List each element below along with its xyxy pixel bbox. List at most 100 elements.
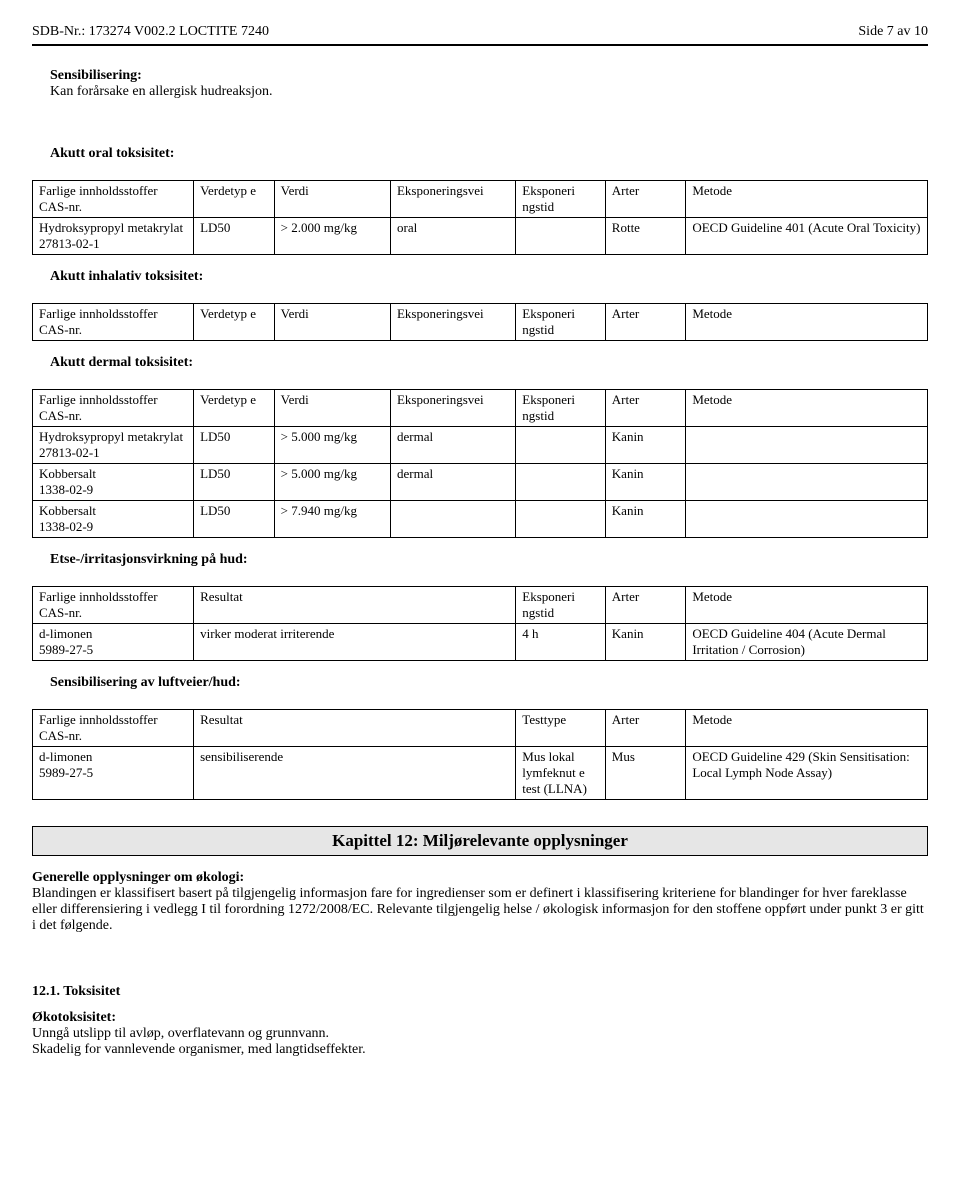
table-header-cell: Arter: [605, 390, 686, 427]
table-cell: [686, 501, 928, 538]
table-header-cell: Arter: [605, 304, 686, 341]
table-cell: [686, 427, 928, 464]
oral-table: Farlige innholdsstoffer CAS-nr.Verdetyp …: [32, 180, 928, 255]
table-cell: [516, 501, 606, 538]
table-cell: > 5.000 mg/kg: [274, 427, 390, 464]
table-header-cell: Metode: [686, 390, 928, 427]
dermal-title: Akutt dermal toksisitet:: [50, 355, 928, 371]
table-cell: dermal: [390, 464, 515, 501]
table-cell: OECD Guideline 404 (Acute Dermal Irritat…: [686, 624, 928, 661]
etse-table: Farlige innholdsstoffer CAS-nr.ResultatE…: [32, 586, 928, 661]
table-cell: LD50: [194, 427, 275, 464]
table-cell: d-limonen5989-27-5: [33, 624, 194, 661]
table-header-cell: Verdetyp e: [194, 181, 275, 218]
dermal-block: Akutt dermal toksisitet:: [50, 355, 928, 371]
table-header-cell: Eksponeringsvei: [390, 390, 515, 427]
general-eco-title: Generelle opplysninger om økologi:: [32, 870, 928, 886]
inhalativ-table: Farlige innholdsstoffer CAS-nr.Verdetyp …: [32, 303, 928, 341]
table-cell: Mus lokal lymfeknut e test (LLNA): [516, 747, 606, 800]
etse-block: Etse-/irritasjonsvirkning på hud:: [50, 552, 928, 568]
table-header-cell: Farlige innholdsstoffer CAS-nr.: [33, 710, 194, 747]
table-header-cell: Farlige innholdsstoffer CAS-nr.: [33, 390, 194, 427]
table-cell: > 2.000 mg/kg: [274, 218, 390, 255]
table-cell: virker moderat irriterende: [194, 624, 516, 661]
table-header-cell: Verdi: [274, 390, 390, 427]
table-cell: Mus: [605, 747, 686, 800]
eco-title: Økotoksisitet:: [32, 1010, 928, 1026]
table-header-cell: Arter: [605, 587, 686, 624]
table-header-cell: Metode: [686, 587, 928, 624]
table-cell: [686, 464, 928, 501]
table-cell: oral: [390, 218, 515, 255]
chapter12-title: Kapittel 12: Miljørelevante opplysninger: [32, 826, 928, 856]
table-header-cell: Eksponeri ngstid: [516, 304, 606, 341]
table-header-cell: Metode: [686, 710, 928, 747]
table-cell: Hydroksypropyl metakrylat27813-02-1: [33, 218, 194, 255]
sens-block: Sensibilisering av luftveier/hud:: [50, 675, 928, 691]
table-cell: > 7.940 mg/kg: [274, 501, 390, 538]
header-rule: [32, 44, 928, 46]
eco-line1: Unngå utslipp til avløp, overflatevann o…: [32, 1026, 928, 1042]
sensibilisering-title: Sensibilisering:: [50, 68, 928, 84]
table-header-cell: Verdi: [274, 181, 390, 218]
header-left: SDB-Nr.: 173274 V002.2 LOCTITE 7240: [32, 24, 269, 40]
table-header-cell: Verdi: [274, 304, 390, 341]
table-cell: OECD Guideline 429 (Skin Sensitisation: …: [686, 747, 928, 800]
table-header-cell: Eksponeri ngstid: [516, 181, 606, 218]
table-header-cell: Farlige innholdsstoffer CAS-nr.: [33, 304, 194, 341]
table-row: Kobbersalt1338-02-9LD50> 5.000 mg/kgderm…: [33, 464, 928, 501]
table-header-cell: Metode: [686, 181, 928, 218]
sensibilisering-block: Sensibilisering: Kan forårsake en allerg…: [50, 68, 928, 100]
table-header-cell: Resultat: [194, 710, 516, 747]
table-cell: LD50: [194, 464, 275, 501]
table-header-cell: Arter: [605, 181, 686, 218]
table-header-cell: Verdetyp e: [194, 304, 275, 341]
table-cell: [516, 427, 606, 464]
table-header-cell: Farlige innholdsstoffer CAS-nr.: [33, 181, 194, 218]
table-header-cell: Eksponeri ngstid: [516, 390, 606, 427]
table-cell: Kobbersalt1338-02-9: [33, 464, 194, 501]
table-header-cell: Testtype: [516, 710, 606, 747]
page-header: SDB-Nr.: 173274 V002.2 LOCTITE 7240 Side…: [32, 24, 928, 40]
table-cell: sensibiliserende: [194, 747, 516, 800]
table-header-cell: Arter: [605, 710, 686, 747]
table-cell: [390, 501, 515, 538]
table-header-cell: Eksponeringsvei: [390, 181, 515, 218]
table-cell: d-limonen5989-27-5: [33, 747, 194, 800]
table-cell: dermal: [390, 427, 515, 464]
etse-title: Etse-/irritasjonsvirkning på hud:: [50, 552, 928, 568]
table-row: Hydroksypropyl metakrylat27813-02-1LD50>…: [33, 218, 928, 255]
sensibilisering-text: Kan forårsake en allergisk hudreaksjon.: [50, 84, 928, 100]
table-cell: LD50: [194, 501, 275, 538]
table-header-cell: Eksponeringsvei: [390, 304, 515, 341]
table-header-cell: Farlige innholdsstoffer CAS-nr.: [33, 587, 194, 624]
eco-line2: Skadelig for vannlevende organismer, med…: [32, 1042, 928, 1058]
table-cell: Rotte: [605, 218, 686, 255]
table-cell: LD50: [194, 218, 275, 255]
table-cell: OECD Guideline 401 (Acute Oral Toxicity): [686, 218, 928, 255]
table-cell: > 5.000 mg/kg: [274, 464, 390, 501]
sens-title: Sensibilisering av luftveier/hud:: [50, 675, 928, 691]
general-eco-text: Blandingen er klassifisert basert på til…: [32, 886, 928, 934]
table-header-cell: Metode: [686, 304, 928, 341]
table-header-cell: Resultat: [194, 587, 516, 624]
dermal-table: Farlige innholdsstoffer CAS-nr.Verdetyp …: [32, 389, 928, 538]
table-cell: [516, 464, 606, 501]
header-right: Side 7 av 10: [858, 24, 928, 40]
table-cell: Hydroksypropyl metakrylat27813-02-1: [33, 427, 194, 464]
table-cell: Kanin: [605, 464, 686, 501]
oral-title: Akutt oral toksisitet:: [50, 146, 928, 162]
table-cell: Kanin: [605, 501, 686, 538]
table-cell: Kobbersalt1338-02-9: [33, 501, 194, 538]
table-row: Kobbersalt1338-02-9LD50> 7.940 mg/kg Kani…: [33, 501, 928, 538]
inhalativ-block: Akutt inhalativ toksisitet:: [50, 269, 928, 285]
table-cell: [516, 218, 606, 255]
inhalativ-title: Akutt inhalativ toksisitet:: [50, 269, 928, 285]
table-header-cell: Eksponeri ngstid: [516, 587, 606, 624]
table-header-cell: Verdetyp e: [194, 390, 275, 427]
table-row: d-limonen5989-27-5virker moderat irriter…: [33, 624, 928, 661]
table-row: Hydroksypropyl metakrylat27813-02-1LD50>…: [33, 427, 928, 464]
table-cell: 4 h: [516, 624, 606, 661]
table-row: d-limonen5989-27-5sensibiliserendeMus lo…: [33, 747, 928, 800]
oral-block: Akutt oral toksisitet:: [50, 146, 928, 162]
